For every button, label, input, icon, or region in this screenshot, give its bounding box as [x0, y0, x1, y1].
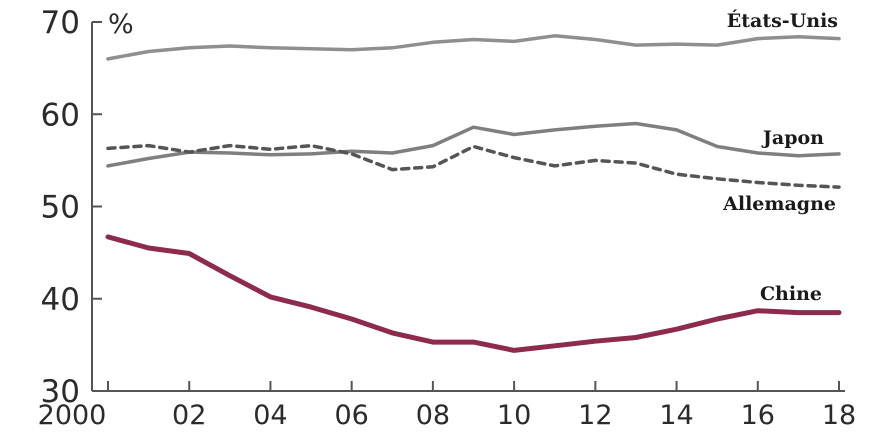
x-tick-label: 02: [172, 400, 206, 431]
x-tick-label: 06: [334, 400, 368, 431]
series-line-allemagne: [106, 143, 841, 189]
series-line-chine: [105, 234, 842, 353]
x-tick-label: 04: [253, 400, 287, 431]
y-tick-label: 40: [41, 282, 80, 318]
series-label: États-Unis: [727, 9, 838, 32]
x-tick-label: 2000: [38, 400, 107, 431]
x-tick-label: 16: [741, 400, 775, 431]
series-label: Allemagne: [722, 193, 836, 215]
x-tick-label: 08: [416, 400, 450, 431]
x-tick-label: 12: [578, 400, 612, 431]
y-tick-label: 60: [41, 97, 80, 133]
series-label: Chine: [760, 283, 822, 305]
series-labels: États-Unis Japon Allemagne Chine: [722, 9, 838, 305]
y-tick-label: 30: [41, 374, 80, 410]
series-lines: [105, 34, 842, 353]
x-tick-label: 10: [497, 400, 531, 431]
x-tick-label: 14: [659, 400, 693, 431]
y-tick-label: 70: [41, 5, 80, 41]
y-tick-label: 50: [41, 190, 80, 226]
x-tick-label: 18: [822, 400, 856, 431]
series-line-japon: [106, 121, 841, 168]
series-line--tats-unis: [106, 34, 841, 61]
ticks: 30 40 50 60 70 2000 02 04 06 08 10 12 14 16 18: [38, 5, 857, 431]
series-label: Japon: [761, 127, 824, 149]
y-unit-label: %: [108, 9, 134, 40]
